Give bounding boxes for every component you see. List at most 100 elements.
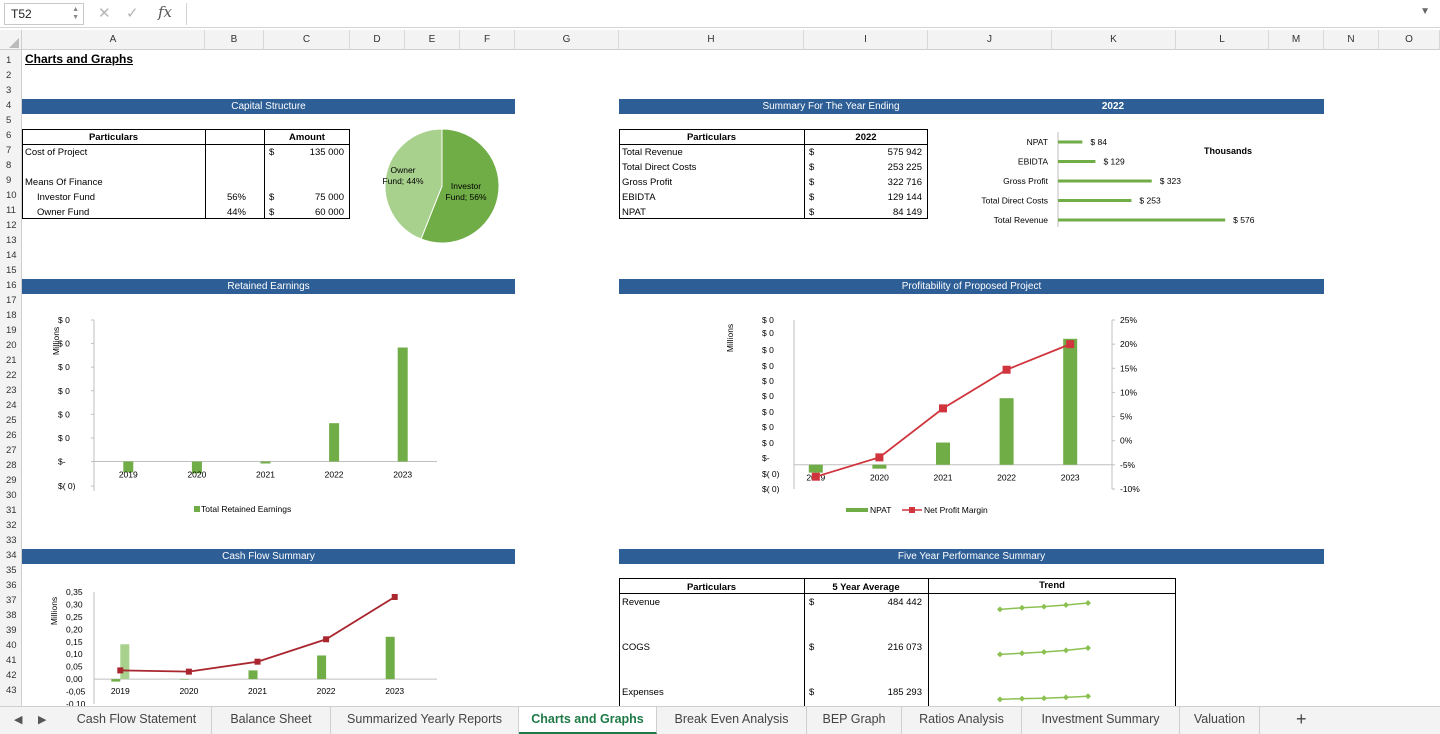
cancel-icon[interactable]: ✕ (98, 5, 111, 22)
sheet-tab-bep-graph[interactable]: BEP Graph (807, 707, 902, 734)
hbar-bar[interactable] (1058, 179, 1152, 183)
cashflow-bar[interactable] (111, 679, 121, 682)
profit-margin-marker[interactable] (811, 472, 820, 481)
sheet-grid[interactable]: Charts and Graphs Capital Structure Part… (22, 50, 1440, 706)
row-header-5[interactable]: 5 (6, 115, 12, 126)
profitability-chart[interactable]: Millions $( 0) $( 0) $- $ 0 $ 0 $ 0 $ 0 $ 0 $ 0 $… (712, 308, 1152, 523)
row-header-35[interactable]: 35 (6, 565, 17, 576)
row-header-32[interactable]: 32 (6, 520, 17, 531)
row-header-12[interactable]: 12 (6, 220, 17, 231)
profit-margin-marker[interactable] (939, 404, 947, 413)
cashflow-line-marker[interactable] (391, 593, 398, 600)
select-all-corner[interactable] (0, 30, 22, 50)
cashflow-line-marker[interactable] (254, 658, 261, 665)
row-header-11[interactable]: 11 (6, 205, 16, 216)
profit-npat-bar[interactable] (936, 442, 950, 465)
cashflow-line-marker[interactable] (117, 667, 124, 674)
retained-bar[interactable] (397, 347, 408, 462)
row-header-34[interactable]: 34 (6, 550, 17, 561)
row-header-17[interactable]: 17 (6, 295, 17, 306)
retained-bar[interactable] (329, 423, 340, 462)
row-header-26[interactable]: 26 (6, 430, 17, 441)
row-header-43[interactable]: 43 (6, 685, 17, 696)
row-header-37[interactable]: 37 (6, 595, 17, 606)
sheet-tab-investment-summary[interactable]: Investment Summary (1022, 707, 1180, 734)
column-header-e[interactable]: E (405, 30, 460, 50)
column-header-n[interactable]: N (1324, 30, 1379, 50)
row-header-14[interactable]: 14 (6, 250, 17, 261)
row-header-29[interactable]: 29 (6, 475, 17, 486)
column-header-d[interactable]: D (350, 30, 405, 50)
row-header-10[interactable]: 10 (6, 190, 17, 201)
row-header-31[interactable]: 31 (6, 505, 17, 516)
column-header-g[interactable]: G (515, 30, 619, 50)
row-header-6[interactable]: 6 (6, 130, 12, 141)
row-header-41[interactable]: 41 (6, 655, 17, 666)
profit-margin-marker[interactable] (1002, 365, 1011, 374)
row-header-38[interactable]: 38 (6, 610, 17, 621)
row-header-8[interactable]: 8 (6, 160, 12, 171)
column-header-o[interactable]: O (1379, 30, 1440, 50)
sheet-tab-ratios-analysis[interactable]: Ratios Analysis (902, 707, 1022, 734)
row-header-21[interactable]: 21 (6, 355, 17, 366)
sheet-tab-charts-and-graphs[interactable]: Charts and Graphs (519, 707, 657, 734)
sheet-tab-valuation[interactable]: Valuation (1180, 707, 1260, 734)
add-sheet-button[interactable]: + (1296, 709, 1307, 729)
profit-npat-bar[interactable] (1063, 338, 1078, 465)
hbar-bar[interactable] (1058, 160, 1096, 163)
sheet-tab-break-even-analysis[interactable]: Break Even Analysis (657, 707, 807, 734)
row-header-23[interactable]: 23 (6, 385, 17, 396)
sheet-tab-balance-sheet[interactable]: Balance Sheet (212, 707, 331, 734)
column-header-b[interactable]: B (205, 30, 264, 50)
row-header-13[interactable]: 13 (6, 235, 17, 246)
pie-slice-owner[interactable] (384, 128, 443, 240)
column-header-k[interactable]: K (1052, 30, 1176, 50)
summary-bar-chart[interactable]: NPAT $ 84 EBIDTA $ 129 Gross Profit $ 323 Tota… (950, 130, 1280, 255)
column-header-c[interactable]: C (264, 30, 350, 50)
previous-sheet-icon[interactable]: ◀ (14, 714, 23, 726)
cashflow-bar[interactable] (385, 636, 395, 680)
name-box-stepper-icon[interactable]: ▲ ▼ (72, 6, 79, 21)
profit-npat-bar[interactable] (872, 464, 887, 469)
row-header-27[interactable]: 27 (6, 445, 17, 456)
retained-bar[interactable] (123, 461, 134, 473)
row-header-1[interactable]: 1 (6, 55, 12, 66)
column-header-a[interactable]: A (22, 30, 205, 50)
profit-npat-bar[interactable] (808, 464, 823, 473)
row-header-22[interactable]: 22 (6, 370, 17, 381)
capital-structure-pie-chart[interactable]: Owner Fund; 44% Investor Fund; 56% (372, 128, 512, 253)
row-header-15[interactable]: 15 (6, 265, 17, 276)
column-header-h[interactable]: H (619, 30, 804, 50)
row-header-36[interactable]: 36 (6, 580, 17, 591)
cash-flow-summary-chart[interactable]: Millions -0,10 -0,05 0,00 0,05 0,10 0,15 0,20 0… (22, 578, 515, 706)
sheet-tab-summarized-yearly-reports[interactable]: Summarized Yearly Reports (331, 707, 519, 734)
row-header-2[interactable]: 2 (6, 70, 12, 81)
row-header-18[interactable]: 18 (6, 310, 17, 321)
hbar-bar[interactable] (1058, 140, 1083, 144)
row-header-19[interactable]: 19 (6, 325, 17, 336)
row-header-39[interactable]: 39 (6, 625, 17, 636)
retained-bar[interactable] (260, 461, 271, 464)
pie-slice-investor[interactable] (420, 128, 500, 244)
cashflow-line-marker[interactable] (323, 636, 330, 643)
row-header-25[interactable]: 25 (6, 415, 17, 426)
hbar-bar[interactable] (1058, 218, 1226, 222)
row-header-24[interactable]: 24 (6, 400, 17, 411)
row-header-4[interactable]: 4 (6, 100, 12, 111)
cashflow-bar-secondary[interactable] (120, 644, 130, 680)
row-header-3[interactable]: 3 (6, 85, 12, 96)
cashflow-bar[interactable] (248, 670, 258, 680)
column-header-j[interactable]: J (928, 30, 1052, 50)
row-header-28[interactable]: 28 (6, 460, 17, 471)
row-header-33[interactable]: 33 (6, 535, 17, 546)
name-box[interactable]: T52 ▲ ▼ (4, 3, 84, 25)
profit-margin-marker[interactable] (875, 453, 884, 462)
confirm-icon[interactable]: ✓ (126, 5, 139, 22)
column-header-i[interactable]: I (804, 30, 928, 50)
hbar-bar[interactable] (1058, 199, 1132, 202)
column-header-m[interactable]: M (1269, 30, 1324, 50)
profit-npat-bar[interactable] (999, 398, 1014, 465)
profit-margin-marker[interactable] (1066, 340, 1075, 349)
row-header-42[interactable]: 42 (6, 670, 17, 681)
formula-input[interactable] (186, 3, 1416, 25)
